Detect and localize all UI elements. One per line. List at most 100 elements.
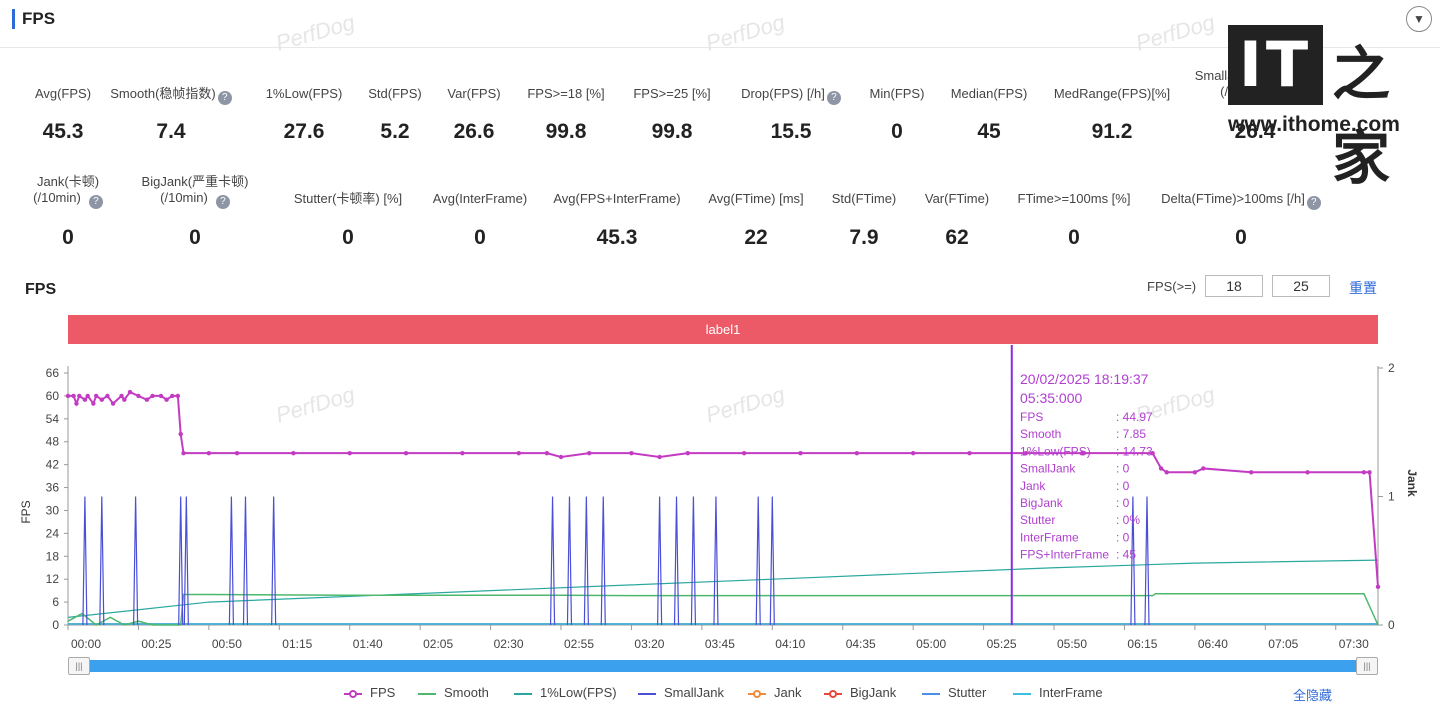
header-accent-bar [12,9,15,29]
chevron-down-icon[interactable]: ▼ [1406,6,1432,32]
tooltip-key: FPS+InterFrame [1020,548,1109,562]
metric-metrics_row2-6: Std(FTime) 7.9 [764,191,964,249]
metric-value: 0 [189,226,201,249]
y-tick-label: 0 [52,618,59,632]
smalljank-spike [690,496,697,626]
smalljank-spike [583,496,589,626]
smalljank-spike [1144,496,1150,626]
metric-label-text: Avg(FPS) [34,86,92,101]
chart-legend: FPS Smooth 1%Low(FPS) SmallJank Jank BigJank S… [0,684,1440,704]
metric-label-unit: (/10min)? [95,190,295,209]
metric-value: 5.2 [380,120,410,143]
tooltip-value: : 44.97 [1116,410,1153,424]
x-tick-label: 06:40 [1198,637,1228,651]
fps-point [127,389,133,395]
x-tick-label: 05:25 [987,637,1017,651]
section-title: FPS [22,9,56,28]
smalljank-spike [82,496,88,626]
reset-button[interactable]: 重置 [1349,280,1377,296]
metric-label: Var(FPS) [374,86,574,102]
smalljank-spike [600,496,606,626]
fps-point [170,393,175,399]
fps-point [1079,450,1085,456]
fps-point [164,397,169,402]
metric-label-text: Std(FPS) [368,86,422,101]
help-icon[interactable]: ? [215,195,230,209]
legend-label: 1%Low(FPS) [540,685,617,700]
series-1pct-low [67,559,1379,618]
metric-label: Std(FTime) [764,191,964,207]
metric-unit-text: (/10min) [160,190,208,205]
metric-metrics_row1-3: Std(FPS) 5.2 [295,86,495,143]
x-tick-label: 05:50 [1057,637,1087,651]
label-band[interactable]: label1 [68,315,1378,344]
y-tick-label: 66 [46,366,60,380]
metric-value: 91.2 [1091,120,1133,143]
fps-point [1158,466,1164,471]
legend-label: SmallJank [664,685,724,700]
smalljank-spike [178,496,184,626]
metric-label: FPS>=18 [%] [466,86,666,102]
hide-all-button[interactable]: 全隐藏 [1293,688,1333,703]
threshold-input-1[interactable] [1205,275,1263,297]
metric-value: 99.8 [545,120,587,143]
fps-point [967,450,972,456]
section-header: FPS [0,0,1440,48]
metric-value: 0 [1235,226,1247,249]
y-right-tick-label: 2 [1388,361,1395,375]
smalljank-spike [183,496,189,626]
fps-point [105,393,110,399]
x-tick-label: 05:00 [916,637,946,651]
smalljank-spike [242,496,249,626]
smalljank-spike [755,496,761,626]
tooltip-key: Smooth [1020,427,1061,441]
fps-point [82,397,88,402]
metric-label-text: Avg(FPS+InterFrame) [553,191,681,206]
help-icon[interactable]: ? [1306,196,1321,210]
metric-metrics_row1-7: Drop(FPS) [/h]? 15.5 [691,86,891,143]
tooltip-key: InterFrame [1020,530,1079,544]
metric-label-text: Median(FPS) [950,86,1028,101]
fps-point [291,450,296,456]
legend-marker [753,690,761,698]
metric-label: Avg(FTime) [ms] [656,191,856,207]
metric-metrics_row1-9: Median(FPS) 45 [889,86,1089,143]
metric-value: 7.4 [156,120,186,143]
metric-metrics_row1-10: MedRange(FPS)[%] 91.2 [1012,86,1212,143]
time-range-slider[interactable]: ||| ||| [68,657,1378,675]
slider-handle-right[interactable]: ||| [1356,657,1378,675]
legend-swatch [418,693,436,695]
metric-metrics_row2-9: Delta(FTime)>100ms [/h]? 0 [1141,191,1341,249]
threshold-input-2[interactable] [1272,275,1330,297]
metric-label-text: Avg(InterFrame) [432,191,528,206]
metric-metrics_row2-0: Jank(卡顿) (/10min)? 0 [0,174,168,249]
fps-point [347,450,352,456]
fps-point [1164,470,1169,475]
slider-handle-left[interactable]: ||| [68,657,90,675]
fps-point [150,393,155,399]
smalljank-spike [271,496,277,626]
tooltip-key: BigJank [1020,496,1064,510]
slider-track[interactable] [68,660,1378,672]
fps-point [516,450,521,456]
help-icon[interactable]: ? [88,195,103,209]
metric-label: FTime>=100ms [%] [974,191,1174,207]
x-tick-label: 00:00 [71,637,101,651]
help-icon[interactable]: ? [826,91,841,105]
smalljank-spike [133,496,139,626]
metric-unit-text: (/10min) [33,190,81,205]
fps-point [586,450,592,456]
help-icon[interactable]: ? [217,91,232,105]
y-right-tick-label: 1 [1388,490,1395,504]
metric-label-text: FTime>=100ms [%] [1017,191,1131,206]
fps-point [544,450,550,456]
fps-point [91,401,96,406]
fps-point [854,450,860,456]
fps-point [403,450,409,456]
tooltip-value: : 45 [1116,548,1136,562]
metric-metrics_row1-0: Avg(FPS) 45.3 [0,86,163,143]
legend-swatch [638,693,656,695]
legend-label: BigJank [850,685,897,700]
metric-metrics_row1-2: 1%Low(FPS) 27.6 [204,86,404,143]
